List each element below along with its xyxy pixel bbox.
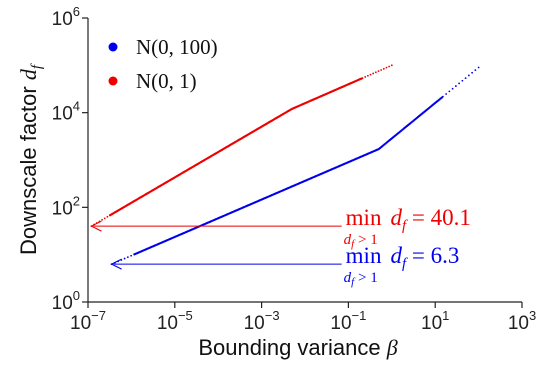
- data-point: [467, 74, 470, 77]
- y-axis-ticks: 100 102 104 106: [52, 4, 88, 314]
- data-point: [369, 73, 372, 76]
- y-tick-label: 106: [52, 4, 80, 30]
- x-tick-label: 10−1: [330, 308, 366, 334]
- x-axis-ticks: 10−7 10−5 10−3 10−1 101 103: [70, 302, 536, 334]
- data-point: [123, 257, 126, 260]
- legend-label-n-0-1: N(0, 1): [136, 69, 197, 93]
- data-point: [445, 93, 448, 95]
- data-point: [461, 79, 464, 82]
- annotation-arrowhead: [90, 220, 102, 232]
- data-point: [385, 66, 388, 69]
- x-axis-label: Bounding variance β: [198, 335, 397, 360]
- annotation-min-1: min df = 6.3df > 1: [110, 243, 460, 288]
- x-tick-label: 10−5: [157, 308, 193, 334]
- data-point: [458, 82, 461, 85]
- data-point: [361, 77, 364, 79]
- data-point: [101, 219, 103, 221]
- legend-marker-red: [108, 76, 118, 86]
- annotation-min-0: min df = 40.1df > 1: [90, 205, 471, 250]
- data-point: [441, 95, 444, 98]
- annotation-condition: df > 1: [344, 232, 378, 250]
- data-point: [382, 67, 385, 70]
- x-tick-label: 103: [508, 308, 536, 334]
- y-axis-label: Downscale factor df: [16, 63, 45, 255]
- legend-entry-n-0-100: N(0, 100): [108, 35, 218, 59]
- data-point: [448, 90, 451, 93]
- legend: N(0, 100) N(0, 1): [108, 35, 218, 93]
- data-point: [106, 215, 109, 218]
- data-point: [471, 71, 474, 74]
- x-tick-label: 101: [421, 308, 449, 334]
- data-point: [103, 217, 106, 220]
- y-tick-label: 102: [52, 193, 80, 219]
- x-tick-label: 10−3: [244, 308, 280, 334]
- data-point: [366, 74, 369, 77]
- y-tick-label: 100: [52, 288, 80, 314]
- data-point: [380, 69, 383, 71]
- data-point: [130, 254, 132, 257]
- data-point: [388, 65, 391, 68]
- annotation-condition: df > 1: [344, 270, 378, 288]
- data-point: [451, 87, 454, 90]
- annotation-min-text: min df = 40.1: [346, 205, 471, 234]
- legend-label-n-0-100: N(0, 100): [136, 35, 218, 59]
- data-point: [390, 64, 393, 67]
- series-0: [110, 66, 480, 266]
- data-point: [374, 71, 377, 74]
- data-point: [454, 85, 457, 87]
- annotation-min-text: min df = 6.3: [346, 243, 460, 272]
- data-point: [372, 72, 375, 75]
- legend-marker-blue: [108, 42, 118, 52]
- data-point: [377, 70, 380, 73]
- series-layer: [90, 64, 480, 266]
- data-point: [464, 77, 467, 80]
- data-point: [126, 256, 129, 259]
- data-point: [477, 66, 480, 69]
- data-point: [364, 76, 367, 78]
- series-1: [90, 64, 393, 228]
- annotation-arrowhead: [110, 258, 122, 270]
- legend-entry-n-0-1: N(0, 1): [108, 69, 197, 93]
- data-point: [474, 69, 477, 72]
- y-tick-label: 104: [52, 99, 80, 125]
- axes: [87, 18, 522, 303]
- x-tick-label: 10−7: [70, 308, 106, 334]
